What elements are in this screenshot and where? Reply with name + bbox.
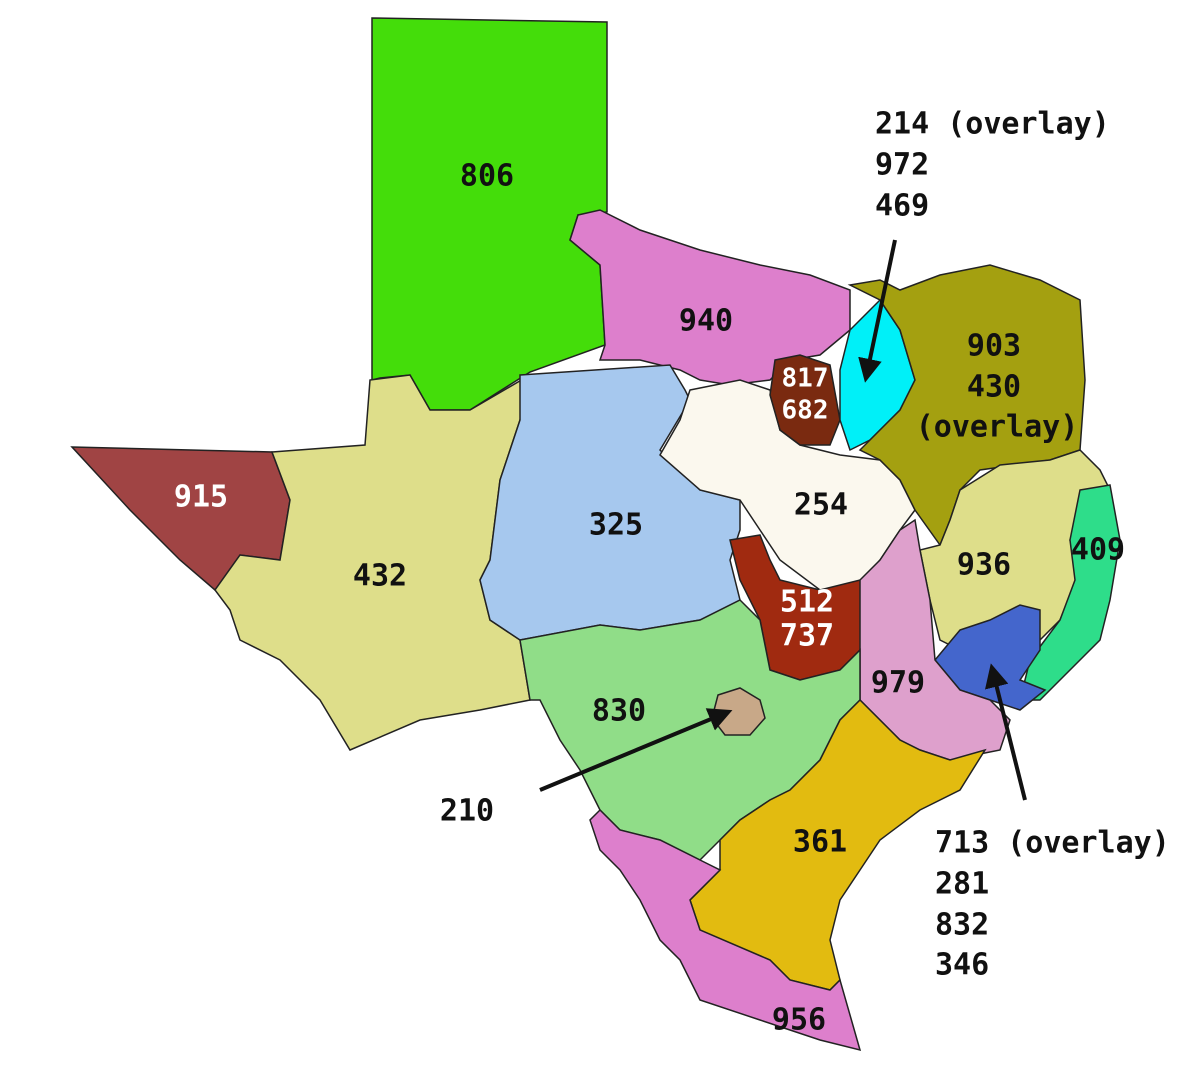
area-code-label: 430 <box>967 370 1021 405</box>
area-code-label: 432 <box>353 559 407 594</box>
area-code-label: 512 <box>780 585 834 620</box>
region-956 <box>589 808 862 1052</box>
area-code-label: 806 <box>460 159 514 194</box>
region-806 <box>371 17 608 411</box>
area-code-label: 361 <box>793 825 847 860</box>
region-817 <box>769 354 841 446</box>
area-code-label: 682 <box>782 396 829 426</box>
callout-label: 713 (overlay) <box>935 826 1170 861</box>
callout-label: 972 <box>875 148 929 183</box>
area-code-label: 325 <box>589 508 643 543</box>
arrow <box>858 239 897 383</box>
callout-label: 210 <box>440 794 494 829</box>
area-code-label: 830 <box>592 694 646 729</box>
area-code-label: (overlay) <box>916 410 1079 445</box>
callout-label: 346 <box>935 948 989 983</box>
area-code-label: 940 <box>679 304 733 339</box>
labels: 806 940 915 432 325 254 817 682 903 430 … <box>174 107 1170 1038</box>
area-code-label: 956 <box>772 1003 826 1038</box>
area-code-label: 254 <box>794 488 848 523</box>
area-code-label: 915 <box>174 480 228 515</box>
regions <box>70 17 1121 1052</box>
callout-label: 281 <box>935 867 989 902</box>
area-code-label: 979 <box>871 666 925 701</box>
arrows <box>539 239 1027 801</box>
area-code-label: 936 <box>957 548 1011 583</box>
area-code-label: 903 <box>967 329 1021 364</box>
callout-label: 469 <box>875 189 929 224</box>
area-code-label: 737 <box>780 619 834 654</box>
arrow <box>985 663 1027 801</box>
area-code-label: 817 <box>782 364 829 394</box>
area-code-label: 409 <box>1071 533 1125 568</box>
callout-label: 214 (overlay) <box>875 107 1110 142</box>
arrow <box>539 708 733 792</box>
callout-label: 832 <box>935 908 989 943</box>
